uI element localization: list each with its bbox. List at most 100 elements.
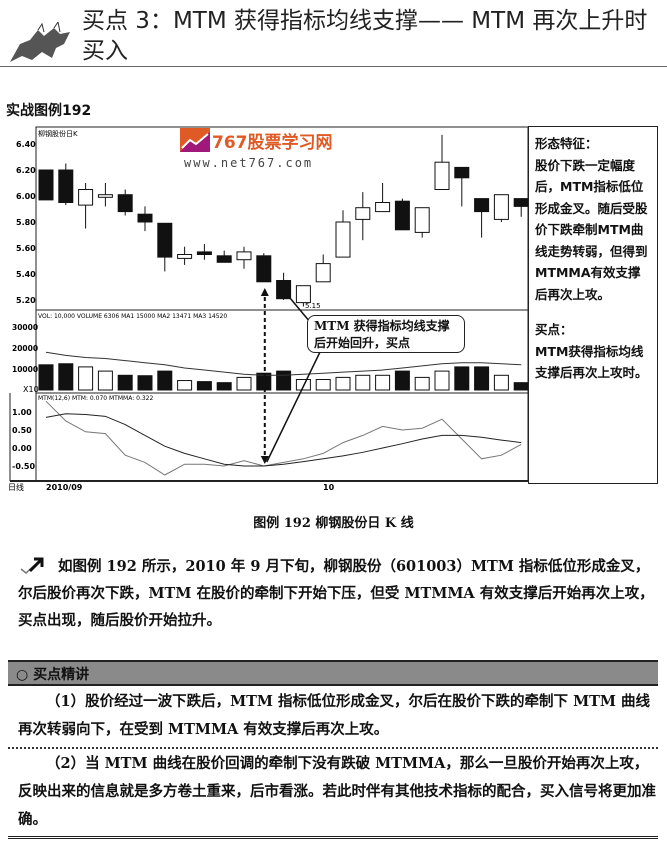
- volume-bar: [454, 366, 470, 391]
- side-note-box: 形态特征： 股价下跌一定幅度后，MTM指标低位形成金叉。随后受股价下跌牵制MTM…: [528, 126, 658, 484]
- volume-bar: [157, 370, 173, 391]
- dotted-divider: [8, 747, 658, 749]
- buy-arrow-up-icon: [260, 288, 269, 296]
- volume-tick-label: 10000: [12, 365, 38, 374]
- price-tick-label: 5.20: [16, 296, 36, 305]
- point-1: （1）股价经过一波下跌后，MTM 指标低位形成金叉，尔后在股价下跌的牵制下 MT…: [18, 693, 651, 738]
- candle-body: [394, 200, 410, 231]
- price-low-label: 5.15: [305, 302, 321, 310]
- body-paragraph: 如图例 192 所示，2010 年 9 月下旬，柳钢股份（601003）MTM …: [18, 558, 654, 629]
- candle-body: [196, 251, 212, 255]
- price-tick-label: 6.00: [16, 192, 36, 201]
- figure-caption: 图例 192 柳钢股份日 K 线: [253, 516, 414, 531]
- volume-bar: [315, 379, 331, 391]
- volume-bar: [137, 375, 153, 391]
- volume-bar: [196, 381, 212, 391]
- volume-ma-line: [45, 351, 522, 376]
- candle-body: [335, 221, 351, 258]
- note-heading-buy: 买点：: [535, 322, 573, 337]
- mtm-line: [45, 400, 522, 476]
- volume-bar: [216, 382, 232, 391]
- volume-bar: [414, 376, 430, 391]
- candle-body: [78, 189, 94, 206]
- candle-body: [513, 198, 529, 207]
- divider: [0, 66, 667, 67]
- volume-tick-label: 30000: [12, 323, 38, 332]
- mtm-header: MTM(12,6) MTM: 0.070 MTMMA: 0.322: [38, 395, 153, 402]
- volume-bar: [117, 374, 133, 391]
- arrow-bullet-icon: [20, 557, 44, 574]
- price-tick-label: 6.20: [16, 166, 36, 175]
- stock-label: 柳钢股份日K: [38, 129, 78, 138]
- candle-body: [236, 251, 252, 261]
- mtm-tick-label: 0.00: [12, 444, 32, 453]
- candle-body: [474, 198, 490, 213]
- candle-body: [434, 161, 450, 190]
- mtm-tick-label: 1.00: [12, 408, 32, 417]
- candle-body: [454, 166, 470, 179]
- callout-pointer: [266, 351, 321, 463]
- mtm-tick-label: -0.50: [12, 462, 35, 471]
- candle-body: [256, 255, 272, 283]
- candle-body: [137, 213, 153, 223]
- volume-unit-label: X10: [23, 385, 39, 394]
- watermark-url: www.net767.com: [184, 156, 314, 170]
- volume-tick-label: 20000: [12, 344, 38, 353]
- price-tick-label: 6.40: [16, 140, 36, 149]
- mtmma-line: [45, 413, 522, 467]
- volume-bar: [394, 370, 410, 391]
- volume-bar: [177, 380, 193, 391]
- callout-pointer: [289, 297, 311, 323]
- section-header: ○ 买点精讲: [8, 660, 658, 686]
- watermark-brand: 767股票学习网: [212, 133, 333, 153]
- volume-bar: [335, 376, 351, 391]
- candle-body: [276, 280, 292, 300]
- candle-body: [38, 169, 54, 201]
- candle-body: [315, 263, 331, 283]
- volume-bar: [78, 366, 94, 391]
- buy-arrow-down-icon: [260, 456, 269, 464]
- circle-icon: ○: [16, 667, 34, 683]
- candle-body: [375, 202, 391, 213]
- page-title: 买点 3：MTM 获得指标均线支撑—— MTM 再次上升时买入: [82, 8, 648, 64]
- period-label: 日线: [8, 482, 24, 492]
- candle-body: [414, 207, 430, 233]
- x-tick-label: 10: [323, 483, 335, 492]
- candle-body: [117, 194, 133, 213]
- volume-bar: [375, 374, 391, 391]
- example-label: 实战图例192: [6, 103, 92, 119]
- price-tick-label: 5.40: [16, 270, 36, 279]
- mtm-panel-frame: [35, 392, 529, 482]
- candle-body: [355, 207, 371, 220]
- watermark-logo-icon: [180, 128, 210, 152]
- volume-bar: [276, 370, 292, 391]
- section-title: 买点精讲: [33, 667, 90, 683]
- candle-body: [97, 194, 113, 198]
- volume-bar: [513, 382, 529, 391]
- x-tick-label: 2010/09: [46, 483, 83, 492]
- watermark: 767股票学习网 www.net767.com: [180, 128, 333, 170]
- volume-bar: [38, 364, 54, 391]
- mtm-tick-label: 0.50: [12, 426, 32, 435]
- candle-body: [493, 194, 509, 220]
- note-heading-pattern: 形态特征：: [535, 136, 598, 151]
- bottom-rule: [8, 836, 658, 839]
- candle-body: [295, 285, 311, 304]
- volume-bar: [434, 370, 450, 391]
- volume-bar: [355, 374, 371, 391]
- volume-bar: [474, 366, 490, 391]
- volume-bar: [58, 363, 74, 391]
- candle-body: [58, 169, 74, 203]
- note-body-buy: MTM获得指标均线支撑后再次上攻时。: [535, 343, 648, 381]
- volume-bar: [236, 376, 252, 391]
- candle-body: [216, 255, 232, 263]
- price-tick-label: 5.60: [16, 244, 36, 253]
- price-tick-label: 5.80: [16, 218, 36, 227]
- point-2: （2）当 MTM 曲线在股价回调的牵制下没有跌破 MTMMA，那么一旦股价开始再…: [18, 755, 656, 828]
- candle-body: [157, 222, 173, 258]
- bull-logo-icon: [10, 22, 70, 62]
- volume-bar: [97, 370, 113, 391]
- callout-bubble: MTM 获得指标均线支撑后开始回升，买点: [307, 315, 465, 353]
- volume-bar: [493, 374, 509, 391]
